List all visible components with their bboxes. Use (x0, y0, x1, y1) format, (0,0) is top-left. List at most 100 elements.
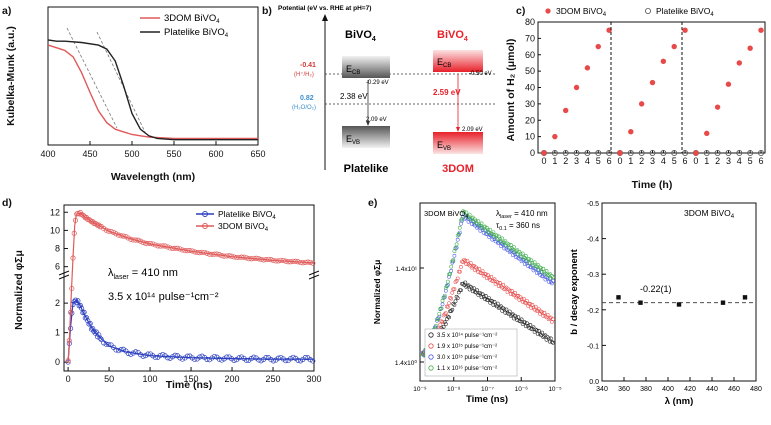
series-point-1 (496, 284, 501, 288)
3dom-point (541, 150, 547, 156)
series-point-3dom (216, 252, 222, 258)
series-point-3 (454, 242, 459, 247)
series-point-3 (548, 276, 553, 281)
panel-a-ylabel: Kubelka-Munk (a.u.) (5, 26, 17, 126)
panel-a-tangent-platelike (96, 31, 146, 133)
potential-axis-label: Potential (eV vs. RHE at pH=7) (278, 5, 371, 12)
exponent-point (616, 295, 621, 300)
series-point-3dom (135, 237, 141, 243)
series-point-0 (519, 317, 524, 322)
series-line-3dom (67, 212, 315, 363)
o-level-value: 0.82 (300, 95, 314, 102)
series-point-3 (526, 257, 530, 261)
right-gap-value: 2.59 eV (433, 88, 461, 97)
legend-label-platelike: Platelike BiVO4 (656, 6, 714, 18)
platelike-point (671, 149, 678, 156)
series-point-3 (500, 236, 504, 241)
series-point-3 (477, 222, 482, 227)
series-point-3dom (194, 250, 200, 256)
series-point-platelike (268, 357, 274, 363)
legend-label-3dom: 3DOM BiVO4 (218, 221, 269, 233)
panel-a: a) 400 450 500 550 600 650 Wavelength (nm) Ku… (2, 5, 266, 183)
x-tick-label: 650 (250, 149, 265, 159)
series-point-1 (503, 286, 508, 291)
panel-e-right-ticks: 340 360 380 400 420 440 460 480 0.0 -0.1 -0.2 -0.3 -… (587, 201, 762, 393)
series-point-1 (482, 272, 487, 276)
series-point-platelike (106, 341, 112, 347)
series-point-1 (528, 302, 533, 306)
x-tick-label: 1 (628, 156, 633, 166)
series-point-3 (448, 271, 452, 276)
legend-marker-3 (428, 365, 434, 371)
y-tick-label: 1.4x10¹ (395, 266, 418, 273)
series-point-2 (455, 237, 460, 242)
series-point-3dom (128, 236, 134, 242)
platelike-point (638, 149, 645, 156)
series-point-0 (501, 306, 506, 311)
series-point-3dom (290, 258, 296, 264)
series-point-3dom (258, 257, 264, 263)
series-point-3dom (307, 259, 313, 265)
series-point-1 (476, 270, 481, 274)
series-point-0 (470, 289, 475, 294)
x-tick-label: 4 (585, 156, 590, 166)
series-point-1 (545, 312, 550, 317)
series-point-0 (522, 320, 527, 325)
series-point-3 (535, 262, 540, 267)
series-point-3dom (199, 249, 205, 255)
x-tick-label: 150 (184, 374, 199, 384)
x-tick-label: 100 (143, 374, 158, 384)
series-line-platelike (67, 299, 314, 363)
series-point-platelike (172, 352, 178, 358)
series-point-1 (450, 290, 455, 295)
series-point-platelike (128, 351, 134, 357)
series-point-3 (539, 266, 543, 270)
legend-marker-platelike (202, 211, 208, 217)
series-point-platelike (157, 352, 163, 359)
x-tick-label: 250 (266, 374, 281, 384)
series-point-3dom (172, 245, 178, 251)
series-point-3dom (123, 234, 129, 240)
series-point-3 (461, 209, 465, 213)
series-point-1 (498, 281, 502, 285)
panel-e-right-ylabel: b / decay exponent (569, 248, 580, 334)
series-point-0 (518, 319, 523, 324)
series-point-1 (507, 288, 512, 293)
series-point-3dom (72, 217, 79, 223)
series-point-3dom (248, 256, 254, 262)
panel-d-ylabel: Normalized φΣμ (13, 250, 25, 330)
platelike-point (573, 149, 580, 156)
series-point-1 (438, 322, 443, 327)
y-tick-label: 80 (525, 17, 535, 27)
3dom-point (628, 129, 634, 135)
panel-e-left-ticks: 10⁻⁹ 10⁻⁸ 10⁻⁷ 10⁻⁶ 10⁻⁵ 1.4x10⁰ 1.4x10¹ (395, 266, 562, 393)
series-point-0 (463, 280, 468, 285)
series-point-3dom (226, 253, 232, 259)
x-tick-label: 0 (617, 156, 622, 166)
series-point-3 (512, 245, 516, 249)
series-point-3 (457, 225, 462, 230)
series-point-3 (488, 227, 493, 232)
panel-d-xlabel: Time (ns) (166, 379, 212, 391)
3dom-point (693, 150, 699, 156)
series-point-3 (478, 223, 483, 228)
panel-d-letter: d) (2, 197, 12, 209)
series-point-3 (469, 216, 474, 221)
series-point-1 (487, 275, 491, 280)
series-point-platelike (231, 357, 237, 363)
series-point-platelike (270, 358, 276, 364)
series-point-3dom (106, 228, 112, 234)
series-point-1 (551, 317, 555, 322)
series-point-3dom (118, 233, 124, 239)
series-point-3dom (108, 229, 114, 235)
series-point-0 (504, 307, 509, 312)
series-point-3dom (197, 250, 203, 256)
panel-e-left-legend: 3.5 x 10¹⁴ pulse⁻¹cm⁻² 1.9 x 10¹⁵ pulse⁻¹… (424, 328, 518, 377)
platelike-point (725, 149, 732, 156)
axis-break-icon (58, 270, 320, 280)
series-point-2 (466, 219, 471, 224)
series-point-3dom (280, 257, 286, 264)
series-point-3dom (103, 227, 109, 233)
3dom-point (606, 27, 612, 33)
panel-c-letter: c) (516, 5, 525, 17)
